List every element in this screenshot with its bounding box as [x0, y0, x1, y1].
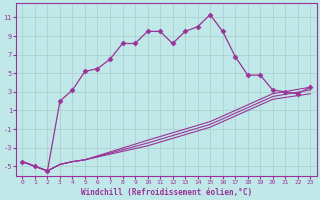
X-axis label: Windchill (Refroidissement éolien,°C): Windchill (Refroidissement éolien,°C): [81, 188, 252, 197]
